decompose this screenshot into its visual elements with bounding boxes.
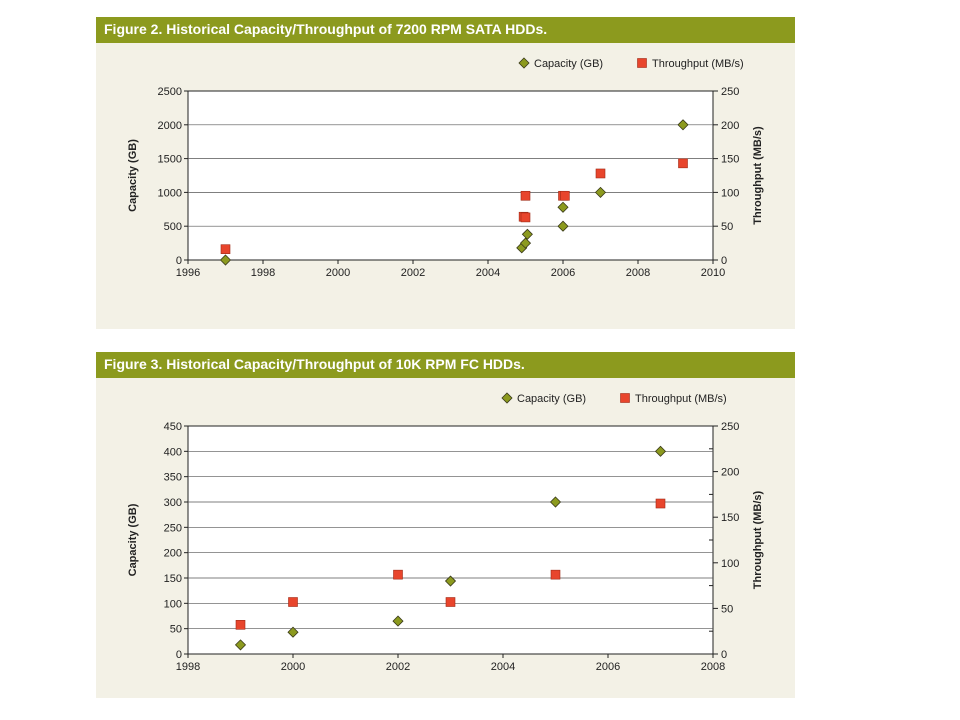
- x-tick-label: 2000: [281, 661, 305, 673]
- x-tick-label: 2000: [326, 267, 350, 279]
- y-tick-label: 350: [164, 472, 182, 484]
- plot-area: [187, 425, 714, 655]
- legend-capacity-marker: [501, 392, 513, 404]
- capacity-point: [219, 254, 232, 266]
- figure-3-panel: Figure 3. Historical Capacity/Throughput…: [96, 352, 795, 698]
- throughput-point: [595, 168, 606, 179]
- y2-tick-label: 250: [721, 86, 739, 98]
- y-tick-label: 2500: [158, 86, 182, 98]
- throughput-point: [288, 597, 298, 607]
- capacity-point: [444, 575, 457, 587]
- y-tick-label: 450: [164, 421, 182, 433]
- x-tick-label: 2004: [476, 267, 500, 279]
- y-tick-label: 500: [164, 221, 182, 233]
- capacity-point: [594, 186, 607, 198]
- x-tick-label: 2004: [491, 661, 515, 673]
- figure-2-chart: 0 500 1000 1500 2000 2500 0 50 100 150 200 250 1996 1…: [127, 57, 764, 279]
- y-axis-title: Capacity (GB): [127, 503, 139, 576]
- capacity-point: [654, 445, 667, 457]
- y2-tick-label: 200: [721, 467, 739, 479]
- figure-2-title: Figure 2. Historical Capacity/Throughput…: [104, 21, 548, 37]
- capacity-point: [234, 639, 247, 651]
- y2-axis-title: Throughput (MB/s): [752, 490, 764, 589]
- y-tick-label: 1000: [158, 187, 182, 199]
- capacity-point: [557, 220, 569, 232]
- x-tick-label: 2008: [701, 661, 725, 673]
- x-tick-label: 1998: [176, 661, 200, 673]
- capacity-point: [677, 119, 689, 131]
- y-tick-label: 400: [164, 446, 182, 458]
- capacity-point: [519, 237, 532, 249]
- figure-3-title: Figure 3. Historical Capacity/Throughput…: [104, 356, 525, 372]
- y-tick-label: 300: [164, 497, 182, 509]
- throughput-point: [220, 244, 231, 254]
- plot-area: [187, 90, 714, 261]
- x-tick-label: 2002: [401, 267, 425, 279]
- figure-3-chart: 0501001502002503003504004500501001502002…: [127, 392, 764, 673]
- legend-throughput-marker: [637, 58, 647, 68]
- legend-throughput-label: Throughput (MB/s): [635, 393, 727, 405]
- capacity-point: [392, 615, 404, 627]
- legend-capacity-label: Capacity (GB): [534, 58, 603, 70]
- y2-tick-label: 0: [721, 649, 727, 661]
- x-tick-label: 1998: [251, 267, 275, 279]
- legend-throughput-marker: [620, 393, 630, 403]
- x-tick-label: 2006: [551, 267, 575, 279]
- y2-tick-label: 100: [721, 558, 739, 570]
- x-tick-label: 2002: [386, 661, 410, 673]
- legend-throughput-label: Throughput (MB/s): [652, 58, 744, 70]
- throughput-point: [560, 190, 570, 201]
- legend-capacity-label: Capacity (GB): [517, 393, 586, 405]
- throughput-point: [655, 498, 666, 509]
- y2-tick-label: 250: [721, 421, 739, 433]
- capacity-point: [521, 228, 533, 240]
- throughput-point: [235, 620, 246, 630]
- x-tick-label: 2008: [626, 267, 650, 279]
- y2-tick-label: 50: [721, 603, 733, 615]
- x-tick-label: 1996: [176, 267, 200, 279]
- capacity-point: [557, 201, 569, 213]
- y-tick-label: 50: [170, 624, 182, 636]
- x-tick-label: 2010: [701, 267, 725, 279]
- capacity-point: [549, 496, 562, 508]
- y-tick-label: 150: [164, 573, 182, 585]
- capacity-point: [287, 626, 299, 638]
- figure-2-panel: Figure 2. Historical Capacity/Throughput…: [96, 17, 795, 329]
- y-axis-title: Capacity (GB): [127, 139, 139, 212]
- y2-tick-label: 100: [721, 187, 739, 199]
- y-tick-label: 2000: [158, 120, 182, 132]
- figure-3-title-bar: Figure 3. Historical Capacity/Throughput…: [96, 352, 795, 378]
- throughput-point: [393, 569, 403, 580]
- throughput-point: [445, 597, 456, 607]
- throughput-point: [678, 158, 688, 169]
- y-tick-label: 0: [176, 649, 182, 661]
- throughput-point: [520, 190, 531, 201]
- legend-capacity-marker: [518, 57, 530, 69]
- y-tick-label: 200: [164, 548, 182, 560]
- y2-tick-label: 200: [721, 120, 739, 132]
- throughput-point: [550, 569, 561, 580]
- figure-2-title-bar: Figure 2. Historical Capacity/Throughput…: [96, 17, 795, 43]
- y2-axis-title: Throughput (MB/s): [752, 126, 764, 225]
- y2-tick-label: 150: [721, 154, 739, 166]
- y-tick-label: 1500: [158, 154, 182, 166]
- x-tick-label: 2006: [596, 661, 620, 673]
- throughput-point: [520, 212, 531, 223]
- y-tick-label: 250: [164, 522, 182, 534]
- y-tick-label: 100: [164, 598, 182, 610]
- y2-tick-label: 0: [721, 255, 727, 267]
- y2-tick-label: 50: [721, 221, 733, 233]
- y-tick-label: 0: [176, 255, 182, 267]
- y2-tick-label: 150: [721, 512, 739, 524]
